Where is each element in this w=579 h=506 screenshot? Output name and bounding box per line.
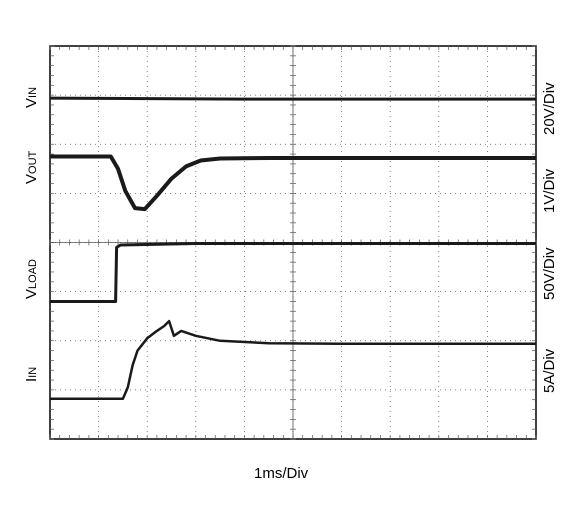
iin-label-sub: IN [27,366,39,378]
vout-label-sub: OUT [27,150,39,174]
channel-label-vout: VOUT [23,151,40,184]
traces [49,96,536,400]
scale-label-iin: 5A/Div [541,348,558,393]
scope-plot [49,45,537,440]
trace-iin [50,319,536,400]
vin-label-sub: IN [27,86,39,98]
iin-label-main: I [23,377,40,382]
figure-frame: VIN VOUT VLOAD IIN 20V/Div 1V/Div 50V/Di… [9,9,571,499]
vout-label-main: V [23,173,40,184]
trace-vload [50,242,536,303]
scale-label-vload: 50V/Div [541,247,558,300]
trace-vout [50,154,536,212]
x-axis-scale-label: 1ms/Div [254,465,309,482]
vload-label-main: V [23,288,40,299]
channel-label-iin: IIN [23,367,40,382]
vload-label-sub: LOAD [27,259,39,289]
scale-label-vout: 1V/Div [541,168,558,213]
vin-label-main: V [23,97,40,108]
trace-vin [49,96,536,101]
channel-label-vload: VLOAD [23,259,40,299]
scale-label-vin: 20V/Div [541,82,558,135]
channel-label-vin: VIN [23,87,40,108]
